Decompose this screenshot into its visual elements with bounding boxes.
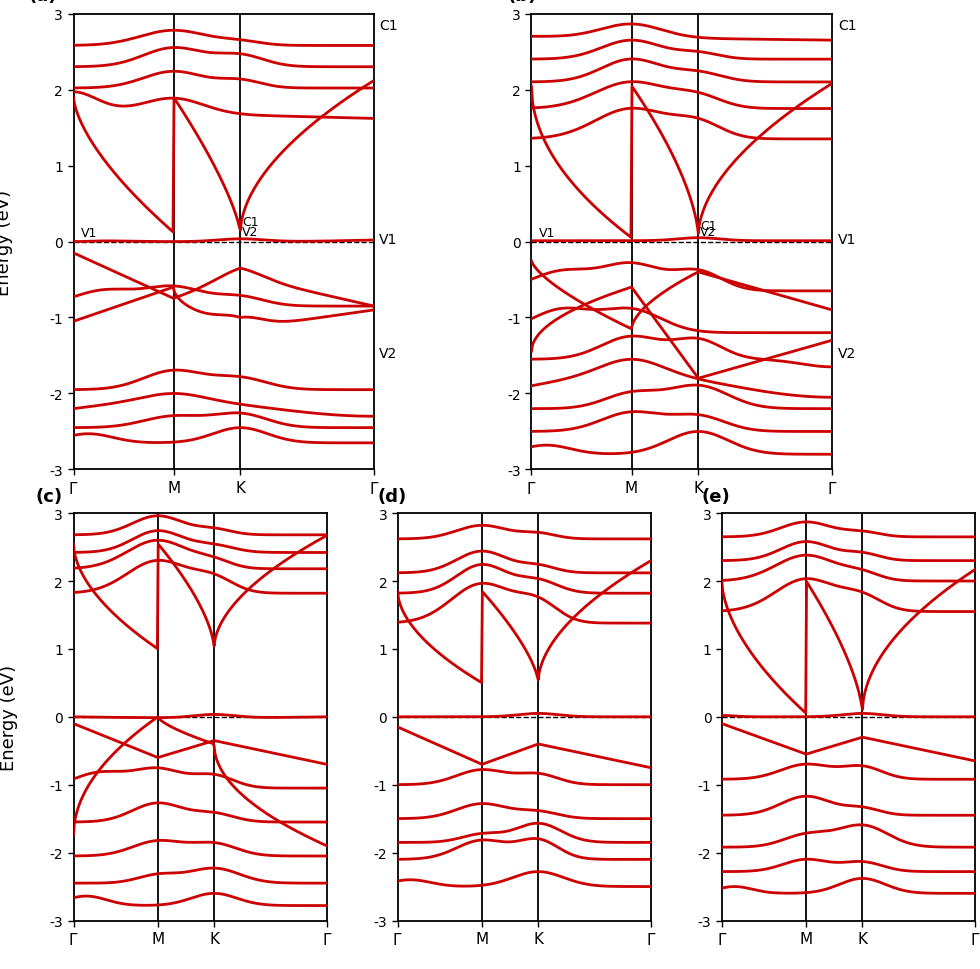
- Text: V1: V1: [81, 227, 97, 240]
- Text: V2: V2: [700, 226, 716, 239]
- Text: V2: V2: [379, 347, 398, 361]
- Text: C1: C1: [838, 19, 857, 33]
- Y-axis label: Energy (eV): Energy (eV): [0, 189, 14, 296]
- Text: V1: V1: [379, 234, 398, 247]
- Text: (b): (b): [508, 0, 537, 6]
- Text: (e): (e): [702, 487, 730, 506]
- Text: (d): (d): [377, 487, 407, 506]
- Text: V1: V1: [838, 234, 857, 247]
- Text: (a): (a): [28, 0, 57, 6]
- Text: C1: C1: [242, 215, 259, 229]
- Y-axis label: Energy (eV): Energy (eV): [0, 664, 18, 770]
- Text: V2: V2: [242, 226, 258, 239]
- Text: C1: C1: [379, 19, 398, 33]
- Text: V1: V1: [539, 227, 556, 240]
- Text: C1: C1: [700, 220, 716, 234]
- Text: (c): (c): [35, 487, 63, 506]
- Text: V2: V2: [838, 347, 857, 361]
